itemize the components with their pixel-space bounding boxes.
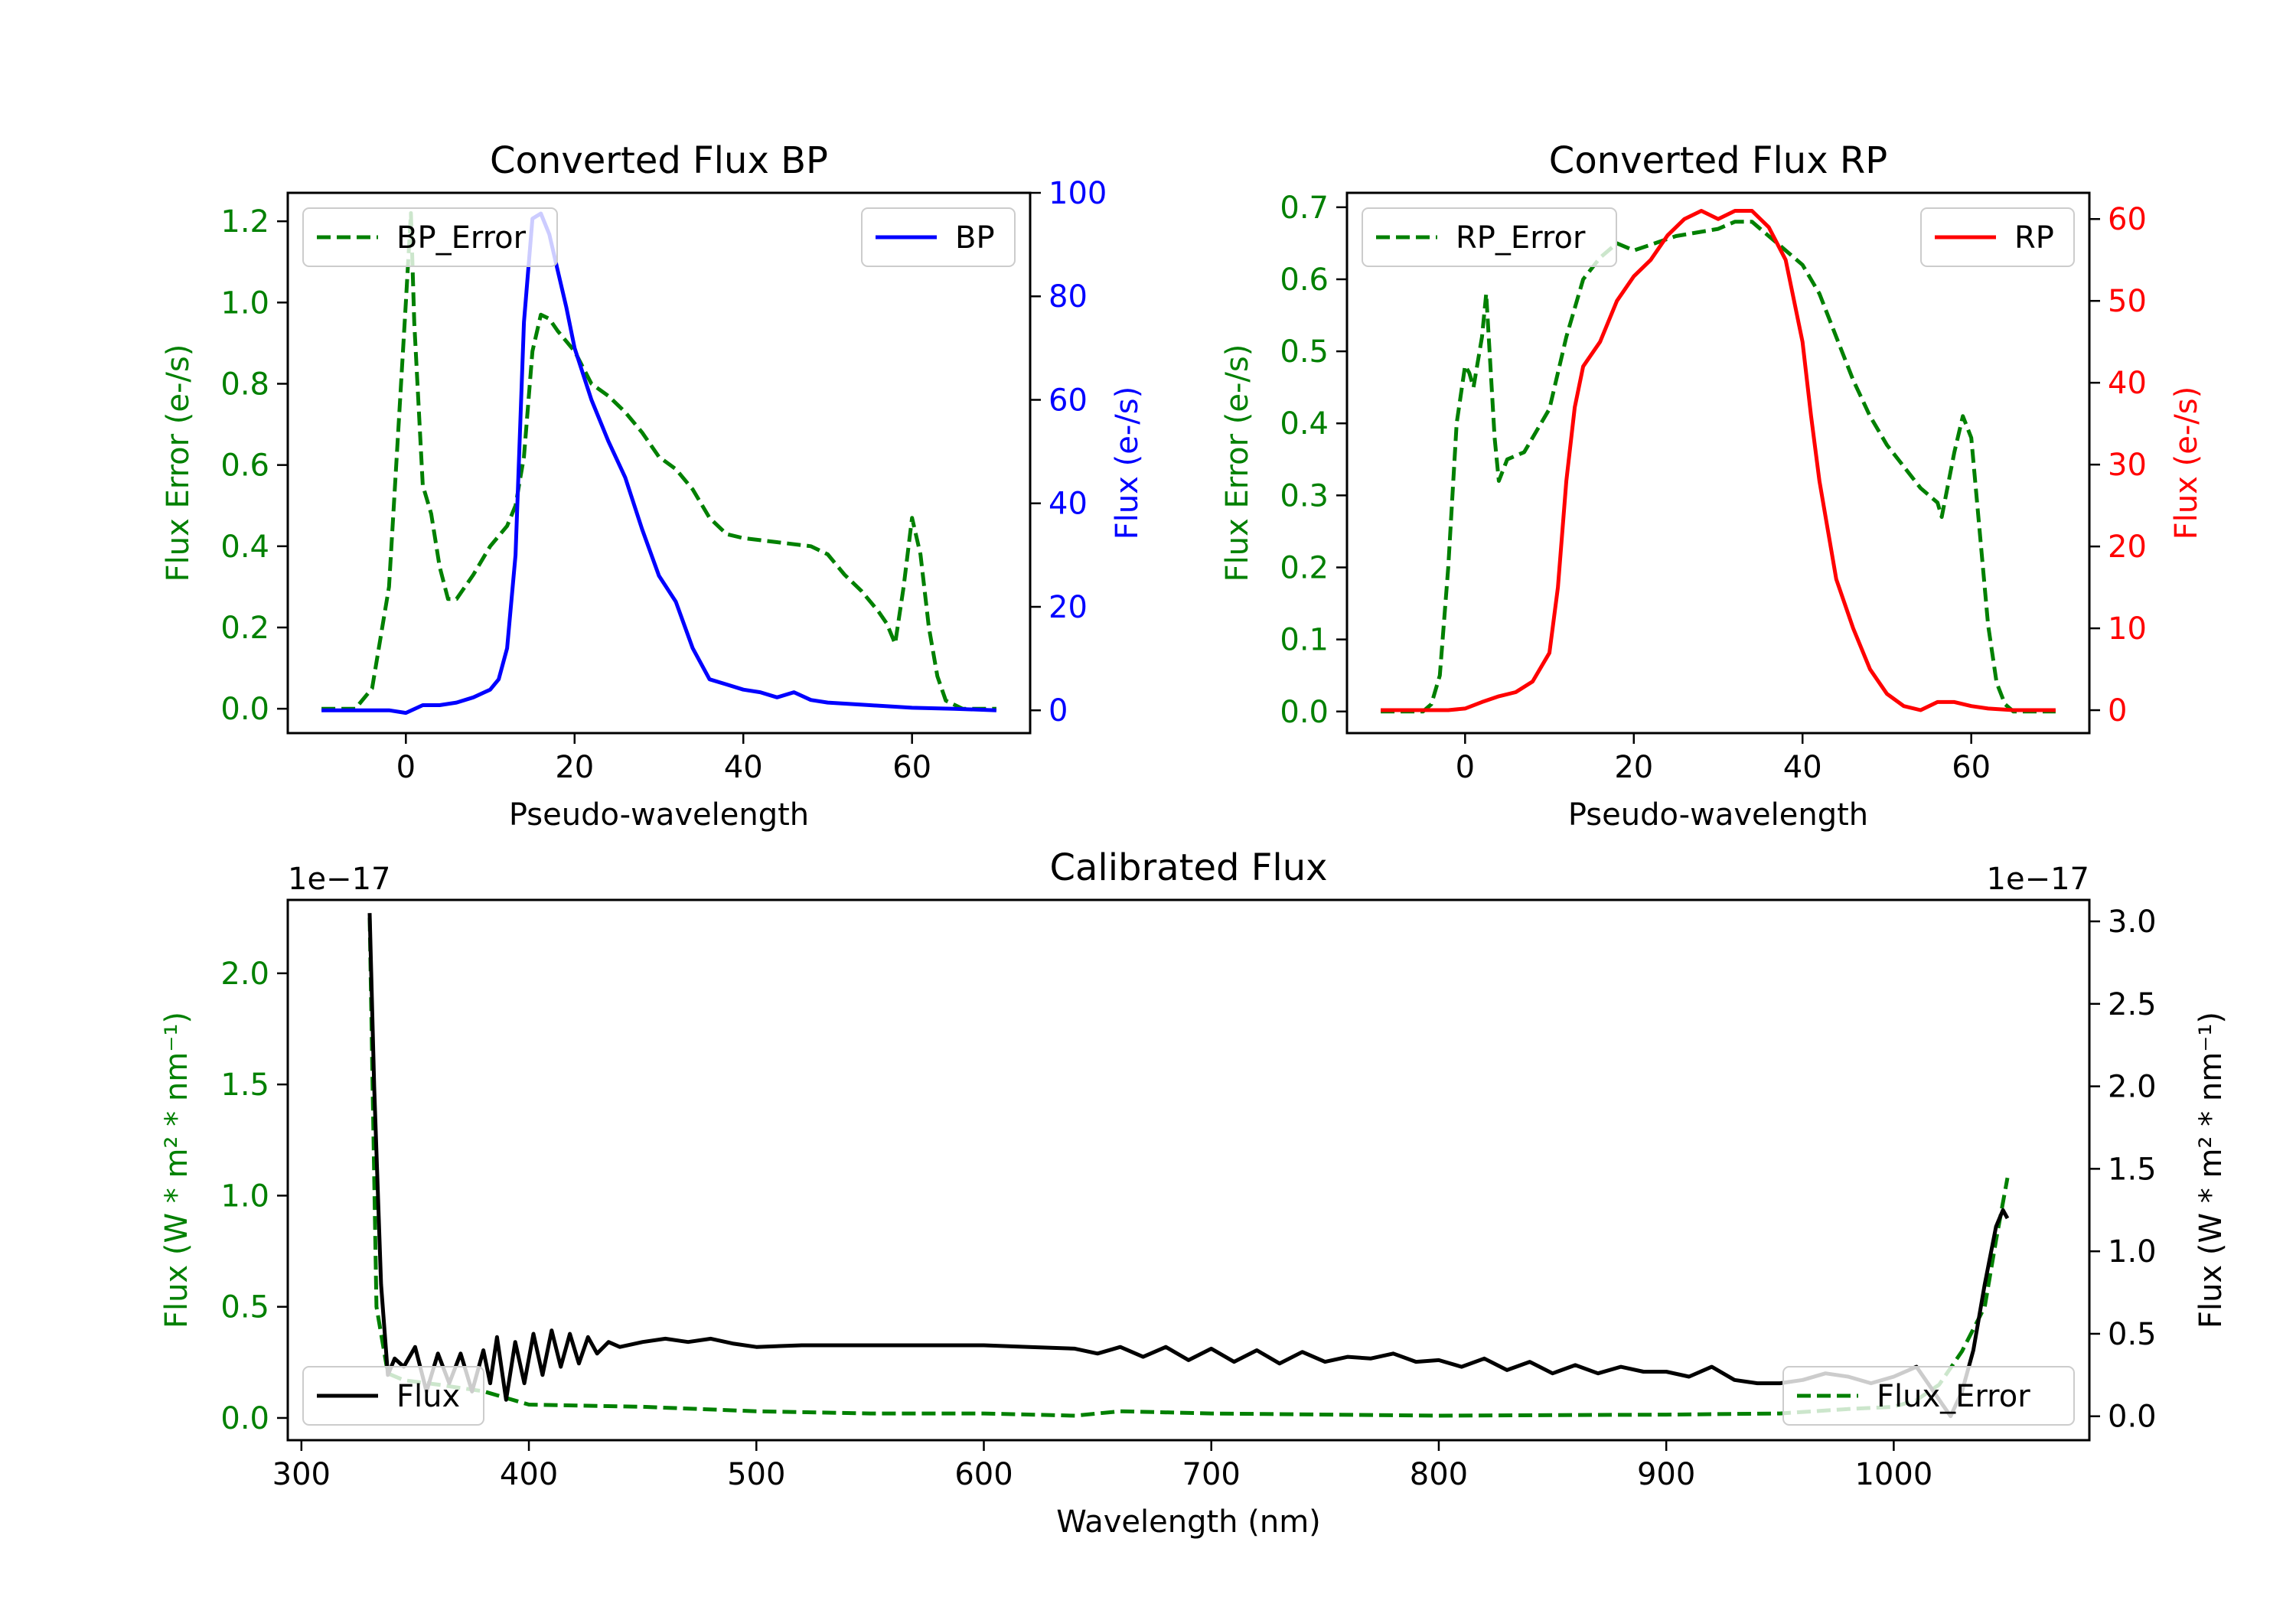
chart-calibrated-flux: 300 400 500 600 700 800 900 1000 0.0 0.5 1.0 1.5 2.0… [159,846,2229,1540]
x-axis-label: Pseudo-wavelength [509,797,809,833]
x-tick-label: 0 [396,750,416,785]
right-y-tick-label: 3.0 [2108,905,2157,940]
right-y-axis-label: Flux (e-/s) [1110,386,1145,539]
left-y-tick-label: 0.5 [220,1290,269,1325]
legend-box [1920,207,2075,267]
series-line-rp-error [1381,220,2056,714]
legend-label: BP_Error [396,220,527,256]
right-y-tick-label: 2.5 [2108,987,2157,1022]
right-y-tick-label: 20 [2108,530,2147,565]
left-y-tick-label: 0.8 [220,367,269,402]
x-tick-label: 500 [727,1457,785,1492]
left-y-tick-label: 0.1 [1280,623,1329,658]
right-y-tick-label: 0 [2108,693,2127,729]
right-y-tick-label: 50 [2108,284,2147,319]
x-tick-label: 0 [1456,750,1475,785]
x-tick-label: 60 [892,750,931,785]
x-tick-label: 300 [272,1457,331,1492]
left-y-tick-label: 1.2 [220,204,269,240]
x-tick-label: 400 [500,1457,558,1492]
x-axis-label: Wavelength (nm) [1056,1504,1321,1540]
legend-label: Flux_Error [1877,1379,2030,1414]
right-y-tick-label: 1.5 [2108,1152,2157,1187]
legend-label: RP_Error [1456,220,1586,256]
legend-flux-error: Flux_Error [1782,1366,2075,1426]
left-y-tick-label: 0.0 [220,1401,269,1436]
x-tick-label: 700 [1182,1457,1241,1492]
right-y-tick-label: 10 [2108,611,2147,647]
right-y-tick-label: 40 [2108,366,2147,401]
legend-box [861,207,1016,267]
left-y-tick-label: 2.0 [220,957,269,992]
left-y-tick-label: 0.0 [220,692,269,727]
left-y-tick-label: 0.6 [220,448,269,484]
legend-box [1362,207,1617,267]
chart-title: Calibrated Flux [1049,846,1327,889]
x-tick-label: 900 [1637,1457,1695,1492]
axes-frame [1345,191,2091,735]
left-y-tick-label: 1.0 [220,1178,269,1214]
right-y-tick-label: 80 [1049,279,1088,315]
legend-rp: RP [1920,207,2075,267]
left-y-tick-label: 0.5 [1280,334,1329,370]
legend-box [302,207,558,267]
series-line-rp [1381,209,2056,712]
right-y-tick-label: 2.0 [2108,1070,2157,1105]
legend-label: Flux [396,1379,460,1414]
legend-box [302,1366,484,1426]
legend-rp-error: RP_Error [1362,207,1617,267]
x-tick-label: 40 [724,750,763,785]
x-tick-label: 60 [1952,750,1991,785]
right-y-tick-label: 100 [1049,176,1107,211]
left-y-tick-label: 0.2 [1280,550,1329,585]
right-y-tick-label: 60 [1049,383,1088,418]
x-tick-label: 600 [954,1457,1013,1492]
legend-label: BP [955,220,995,256]
x-tick-label: 1000 [1854,1457,1932,1492]
legend-bp: BP [861,207,1016,267]
x-axis-label: Pseudo-wavelength [1568,797,1868,833]
left-y-tick-label: 0.7 [1280,191,1329,226]
right-y-tick-label: 1.0 [2108,1234,2157,1270]
left-y-tick-label: 0.3 [1280,478,1329,513]
left-y-axis-label: Flux Error (e-/s) [1220,344,1255,582]
left-y-axis-label: Flux (W * m² * nm⁻¹) [159,1012,194,1328]
right-y-tick-label: 0.5 [2108,1317,2157,1352]
right-y-tick-label: 60 [2108,202,2147,237]
x-tick-label: 20 [1614,750,1653,785]
x-tick-label: 800 [1410,1457,1468,1492]
left-y-tick-label: 0.6 [1280,262,1329,298]
left-y-tick-label: 1.5 [220,1068,269,1103]
left-y-tick-label: 0.0 [1280,695,1329,730]
chart-converted-flux-rp: 0 20 40 60 0.0 0.1 0.2 0.3 0.4 0.5 0.6 0.7 0 10 20 30 40… [1220,139,2204,833]
right-y-tick-label: 20 [1049,590,1088,625]
right-axis-offset-text: 1e−17 [1987,862,2089,897]
right-y-tick-label: 0 [1049,693,1068,729]
left-axis-offset-text: 1e−17 [288,862,390,897]
right-y-axis-label: Flux (e-/s) [2169,386,2204,539]
axes-frame [286,898,2091,1442]
series-line-bp [321,211,996,715]
axes-frame [286,191,1032,735]
chart-title: Converted Flux BP [490,139,828,182]
legend-flux: Flux [302,1366,484,1426]
left-y-tick-label: 0.4 [1280,406,1329,442]
left-y-axis-label: Flux Error (e-/s) [161,344,196,582]
right-y-axis-label: Flux (W * m² * nm⁻¹) [2193,1012,2229,1328]
right-y-tick-label: 40 [1049,487,1088,522]
legend-box [1782,1366,2075,1426]
chart-converted-flux-bp: 0 20 40 60 0.0 0.2 0.4 0.6 0.8 1.0 1.2 0 20 40 60 80 100… [161,139,1145,833]
x-tick-label: 20 [555,750,594,785]
left-y-tick-label: 0.2 [220,611,269,646]
right-y-tick-label: 30 [2108,448,2147,483]
left-y-tick-label: 1.0 [220,285,269,321]
legend-label: RP [2014,220,2054,256]
right-y-tick-label: 0.0 [2108,1400,2157,1435]
legend-bp-error: BP_Error [302,207,558,267]
x-tick-label: 40 [1783,750,1822,785]
chart-title: Converted Flux RP [1549,139,1887,182]
left-y-tick-label: 0.4 [220,530,269,565]
